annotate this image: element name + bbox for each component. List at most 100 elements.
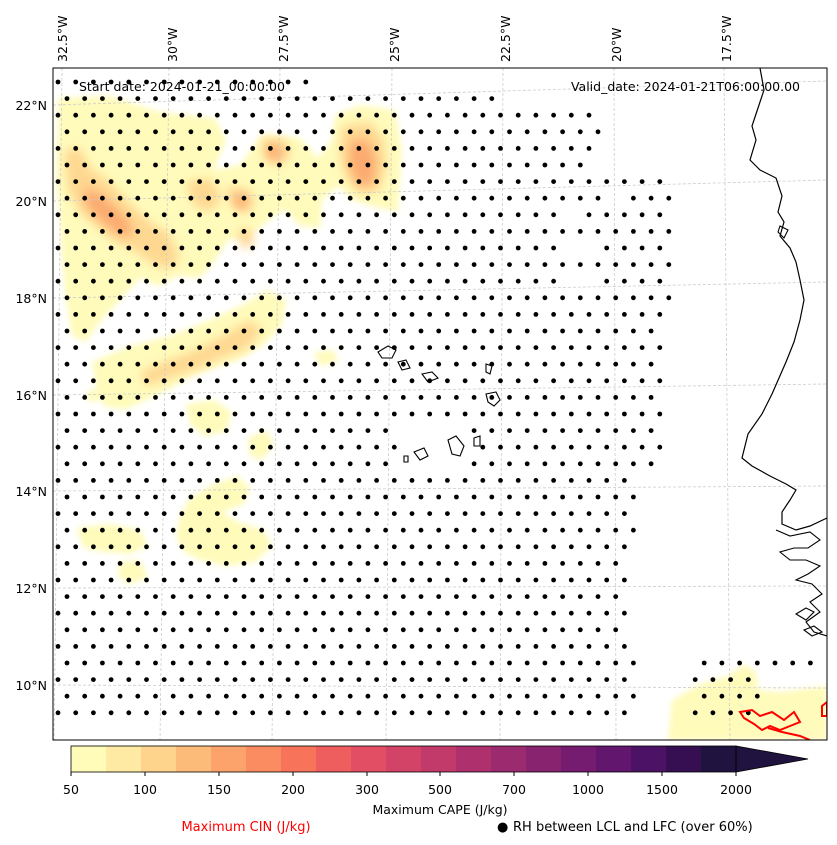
rh-dot: [454, 660, 459, 666]
rh-dot: [551, 378, 556, 384]
rh-dot: [391, 544, 397, 550]
rh-dot: [73, 179, 79, 185]
rh-dot: [153, 660, 158, 666]
rh-dot: [445, 511, 450, 516]
rh-dot: [55, 378, 61, 384]
rh-dot: [498, 677, 503, 682]
rh-dot: [533, 444, 539, 450]
rh-dot: [498, 345, 503, 350]
rh-dot: [436, 395, 442, 400]
rh-dot: [427, 478, 433, 483]
rh-dot: [507, 328, 512, 334]
rh-dot: [551, 345, 556, 350]
rh-dot: [259, 693, 265, 699]
rh-dot: [622, 644, 627, 649]
rh-dot: [161, 112, 167, 118]
colorbar-swatch: [596, 746, 632, 772]
rh-dot: [622, 312, 627, 317]
rh-dot: [613, 627, 619, 633]
rh-dot: [250, 478, 256, 483]
rh-dot: [356, 411, 362, 417]
rh-dot: [347, 195, 353, 201]
rh-dot: [409, 146, 415, 151]
rh-dot: [560, 561, 565, 566]
valid-date-label: Valid_date: 2024-01-21T06:00:00.00: [571, 79, 800, 94]
rh-dot: [471, 494, 477, 500]
rh-dot: [480, 312, 486, 317]
rh-dot: [285, 544, 291, 550]
rh-dot: [73, 710, 79, 716]
rh-dot: [330, 627, 335, 633]
rh-dot: [365, 195, 371, 201]
rh-dot: [365, 428, 371, 433]
rh-dot: [471, 527, 477, 533]
rh-dot: [391, 444, 397, 450]
rh-dot: [515, 212, 521, 218]
rh-dot: [586, 544, 592, 550]
lon-label: 17.5°W: [719, 16, 734, 62]
rh-dot: [400, 561, 406, 566]
rh-dot: [214, 112, 220, 118]
rh-dot: [445, 411, 450, 417]
rh-dot: [542, 229, 548, 234]
rh-dot: [73, 577, 79, 583]
rh-dot: [533, 146, 539, 151]
rh-dot: [338, 511, 344, 516]
rh-dot: [153, 594, 158, 599]
rh-dot: [383, 195, 388, 201]
rh-dot: [409, 378, 415, 384]
rh-dot: [82, 428, 88, 433]
rh-dot: [445, 345, 450, 350]
rh-dot: [613, 328, 619, 334]
lon-label: 27.5°W: [276, 16, 291, 62]
rh-dot: [586, 112, 592, 118]
rh-dot: [445, 112, 450, 118]
rh-dot: [117, 395, 123, 400]
rh-dot: [391, 577, 397, 583]
rh-dot: [55, 278, 61, 284]
rh-dot: [542, 328, 548, 334]
rh-dot: [250, 444, 256, 450]
rh-dot: [586, 444, 592, 450]
rh-dot: [250, 610, 256, 616]
rh-dot: [312, 361, 318, 367]
rh-dot: [524, 295, 530, 301]
rh-dot: [454, 361, 459, 367]
rh-dot: [489, 395, 495, 400]
rh-dot: [330, 328, 335, 334]
rh-dot: [285, 245, 291, 251]
rh-dot: [330, 660, 335, 666]
rh-dot: [754, 660, 760, 666]
rh-dot: [108, 411, 114, 417]
rh-dot: [55, 544, 61, 550]
rh-dot: [108, 478, 114, 483]
rh-dot: [533, 378, 539, 384]
rh-dot: [613, 660, 619, 666]
rh-dot: [542, 428, 548, 433]
rh-dot: [100, 295, 105, 301]
rh-dot: [206, 295, 212, 301]
rh-dot: [622, 179, 627, 185]
rh-dot: [330, 561, 335, 566]
rh-dot: [268, 278, 273, 284]
rh-dot: [285, 577, 291, 583]
rh-dot: [161, 577, 167, 583]
rh-dot: [418, 96, 424, 101]
rh-dot: [294, 195, 300, 201]
rh-dot: [347, 262, 353, 267]
rh-dot: [241, 328, 247, 334]
rh-dot: [639, 179, 645, 185]
rh-dot: [223, 195, 229, 201]
rh-dot: [480, 179, 486, 185]
rh-dot: [126, 411, 132, 417]
rh-dot: [188, 494, 194, 500]
rh-dot: [631, 328, 636, 334]
rh-dot: [100, 328, 105, 334]
rh-dot: [551, 677, 556, 682]
rh-dot: [400, 527, 406, 533]
rh-dot: [542, 693, 548, 699]
rh-dot: [330, 527, 335, 533]
rh-dot: [586, 378, 592, 384]
rh-dot: [542, 461, 548, 467]
rh-dot: [507, 494, 512, 500]
